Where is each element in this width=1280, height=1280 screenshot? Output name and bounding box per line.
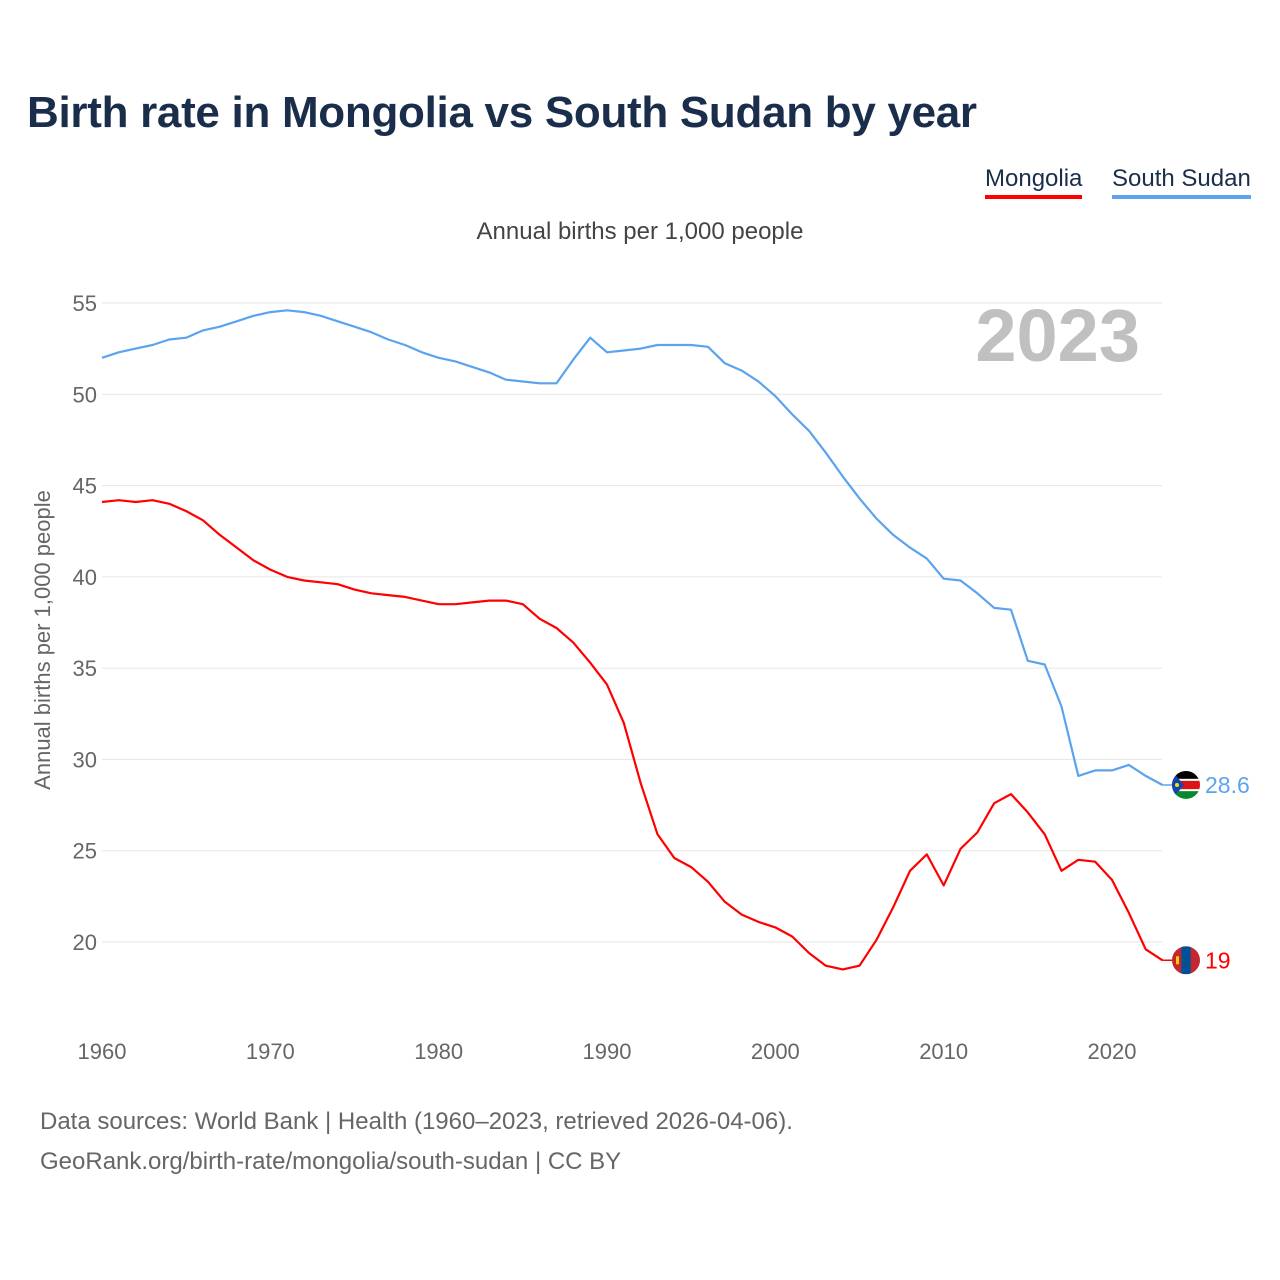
legend-south-sudan[interactable]: South Sudan: [1112, 165, 1251, 199]
year-watermark: 2023: [975, 294, 1140, 377]
x-tick-label: 2000: [751, 1039, 800, 1064]
series-line-mongolia[interactable]: [101, 499, 1164, 971]
y-tick-label: 55: [73, 291, 97, 316]
source-line-1: Data sources: World Bank | Health (1960–…: [40, 1108, 793, 1135]
source-line-2[interactable]: GeoRank.org/birth-rate/mongolia/south-su…: [40, 1148, 622, 1175]
y-tick-label: 35: [73, 656, 97, 681]
series-line-south-sudan[interactable]: [101, 309, 1164, 786]
x-tick-label: 2010: [919, 1039, 968, 1064]
y-tick-label: 20: [73, 930, 97, 955]
south-sudan-flag-icon: [1172, 770, 1200, 799]
chart-title: Birth rate in Mongolia vs South Sudan by…: [27, 88, 977, 137]
mongolia-flag-icon: [1172, 946, 1200, 975]
x-tick-label: 1990: [583, 1039, 632, 1064]
x-tick-label: 1970: [246, 1039, 295, 1064]
end-value-label: 19: [1205, 947, 1231, 973]
x-tick-label: 1960: [78, 1039, 127, 1064]
chart-subtitle: Annual births per 1,000 people: [476, 218, 804, 245]
end-value-label: 28.6: [1205, 772, 1250, 798]
legend-mongolia[interactable]: Mongolia: [985, 165, 1083, 199]
x-tick-label: 1980: [414, 1039, 463, 1064]
y-tick-label: 50: [73, 382, 97, 407]
y-tick-label: 45: [73, 474, 97, 499]
y-tick-label: 25: [73, 839, 97, 864]
x-tick-label: 2020: [1088, 1039, 1137, 1064]
y-tick-label: 40: [73, 565, 97, 590]
y-axis-label: Annual births per 1,000 people: [30, 490, 55, 790]
y-tick-label: 30: [73, 747, 97, 772]
